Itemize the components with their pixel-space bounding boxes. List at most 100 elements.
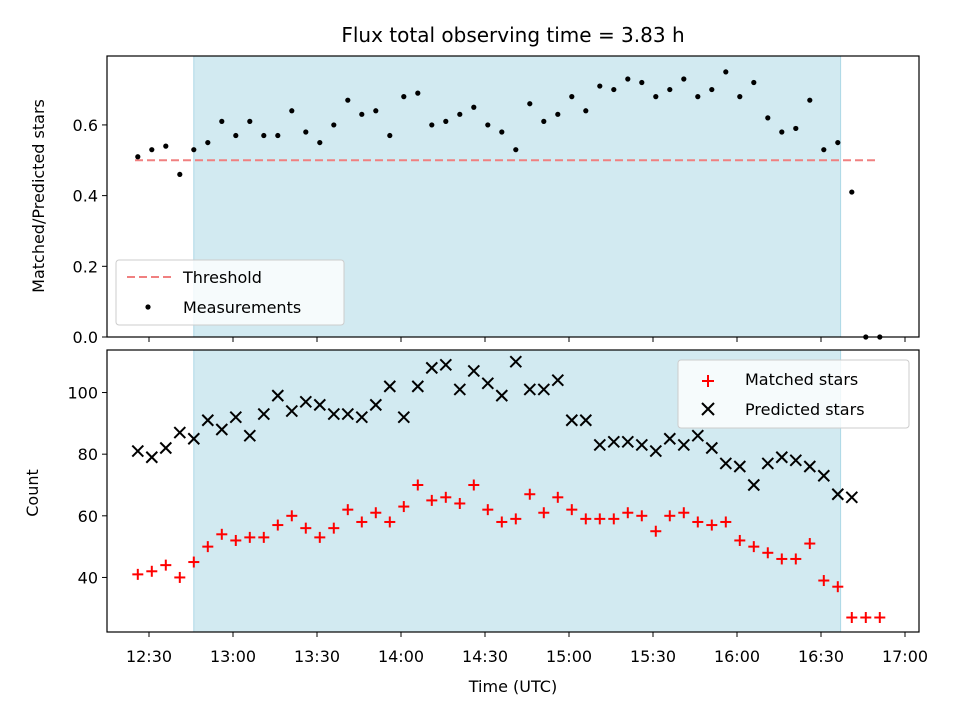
measurement-point (569, 94, 575, 100)
matched-star-point (804, 538, 816, 550)
top-axes-frame (106, 55, 920, 338)
measurement-point (443, 118, 449, 124)
measurement-point (261, 132, 267, 139)
measurement-point (177, 171, 183, 178)
x-tick-label: 16:00 (714, 647, 760, 666)
predicted-star-point (411, 380, 425, 393)
matched-star-point (244, 531, 256, 543)
matched-star-point (286, 510, 298, 522)
matched-star-point (566, 504, 578, 516)
x-axis-label: Time (UTC) (468, 677, 557, 696)
measurement-point (219, 118, 225, 124)
matched-star-point (762, 547, 774, 559)
predicted-star-point (187, 432, 201, 445)
predicted-star-point (761, 457, 775, 470)
measurement-point (485, 122, 491, 128)
predicted-star-point (621, 435, 635, 449)
predicted-star-point (509, 355, 523, 368)
bottom-y-tick-label: 100 (67, 384, 98, 403)
legend-predicted-label: Predicted stars (745, 400, 865, 419)
matched-star-point (384, 516, 396, 528)
predicted-star-point (201, 414, 215, 427)
predicted-star-point (327, 407, 341, 421)
matched-star-point (832, 581, 844, 593)
measurement-point (345, 97, 351, 103)
matched-star-point (328, 522, 340, 534)
matched-star-point (622, 507, 634, 519)
predicted-star-point (817, 469, 831, 482)
legend-measurements-swatch (145, 304, 151, 310)
predicted-star-point (719, 457, 733, 470)
x-tick-label: 16:30 (798, 647, 844, 666)
predicted-star-point (229, 410, 243, 424)
predicted-star-point (663, 432, 677, 445)
predicted-star-point (173, 426, 187, 439)
measurement-point (625, 76, 631, 82)
legend-measurements-label: Measurements (183, 298, 301, 317)
bottom-legend-box (677, 359, 910, 429)
matched-star-point (160, 559, 172, 571)
measurement-point (415, 90, 421, 96)
measurement-point (541, 118, 547, 124)
matched-star-point (132, 568, 144, 580)
measurement-point (639, 79, 645, 86)
matched-star-point (734, 534, 746, 546)
matched-star-point (860, 612, 872, 624)
predicted-star-point (453, 383, 467, 396)
measurement-point (779, 129, 785, 135)
predicted-star-point (635, 438, 649, 452)
measurement-point (653, 94, 659, 100)
measurement-point (751, 79, 757, 86)
measurement-point (275, 132, 281, 139)
x-tick-label: 13:30 (294, 647, 340, 666)
matched-star-point (664, 510, 676, 522)
top-y-tick-label: 0.6 (73, 116, 98, 135)
measurement-point (765, 115, 771, 121)
matched-star-point (440, 491, 452, 503)
matched-star-point (524, 488, 536, 500)
predicted-star-point (215, 423, 229, 436)
bottom-y-tick-label: 80 (78, 445, 98, 464)
matched-star-point (720, 516, 732, 528)
measurement-point (373, 108, 379, 114)
predicted-star-point (341, 407, 355, 421)
measurement-point (317, 139, 323, 146)
matched-star-point (174, 571, 186, 583)
measurement-point (723, 69, 729, 75)
measurement-point (387, 132, 393, 139)
measurement-point (821, 147, 827, 153)
predicted-star-point (439, 358, 453, 372)
matched-star-point (230, 534, 242, 546)
matched-star-point (370, 507, 382, 519)
bottom-axes-frame (106, 349, 920, 633)
measurement-point (205, 139, 211, 146)
matched-star-point (356, 516, 368, 528)
matched-star-point (538, 507, 550, 519)
predicted-star-point (607, 435, 621, 449)
measurement-point (709, 86, 715, 93)
predicted-star-point (425, 361, 439, 375)
predicted-star-point (579, 414, 593, 427)
predicted-star-point (523, 383, 537, 396)
predicted-star-point (271, 389, 285, 402)
predicted-star-point (691, 429, 705, 442)
predicted-star-point (481, 377, 495, 390)
measurement-point (289, 108, 295, 114)
bottom-panel: 40 60 80 100 12:30 13:00 13:30 14:00 14:30 15:00… (23, 349, 928, 696)
predicted-star-point (551, 373, 565, 387)
matched-star-point (258, 531, 270, 543)
bottom-y-tick-label: 60 (78, 507, 98, 526)
matched-star-point (776, 553, 788, 565)
bottom-y-axis-label: Count (23, 469, 42, 517)
x-tick-label: 12:30 (126, 647, 172, 666)
measurement-point (667, 86, 673, 93)
predicted-star-point (845, 491, 859, 504)
predicted-star-point (593, 438, 607, 452)
x-tick-label: 14:00 (378, 647, 424, 666)
measurement-point (429, 122, 435, 128)
matched-star-point (678, 507, 690, 519)
matched-star-point (426, 494, 438, 506)
predicted-star-point (243, 429, 257, 442)
bottom-y-tick-label: 40 (78, 568, 98, 587)
